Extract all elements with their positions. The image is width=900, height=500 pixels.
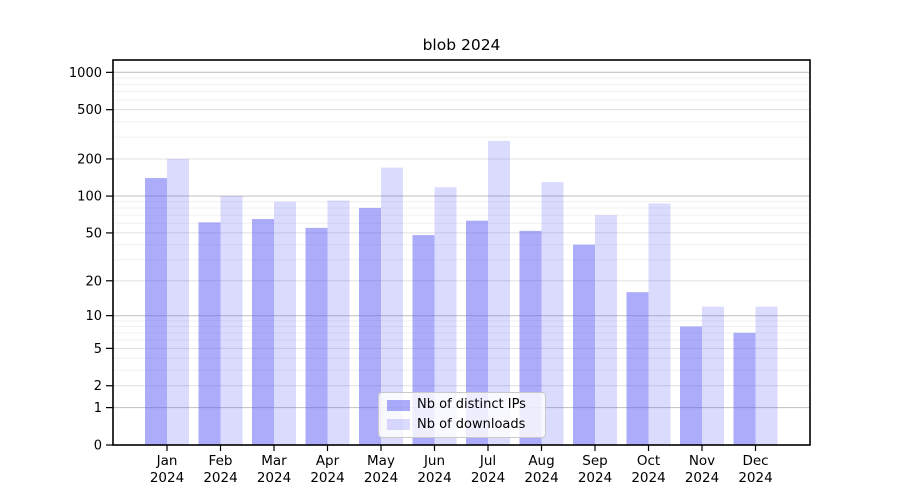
x-tick-year-aug: 2024	[524, 470, 558, 486]
bar-downloads-dec	[755, 306, 778, 445]
bar-downloads-feb	[220, 196, 243, 445]
bar-downloads-mar	[274, 201, 296, 445]
x-tick-year-mar: 2024	[257, 470, 291, 486]
bar-distinct-ips-may	[359, 207, 381, 445]
x-tick-label-jan: Jan	[156, 453, 178, 469]
x-tick-year-apr: 2024	[310, 470, 344, 486]
bar-distinct-ips-aug	[519, 230, 542, 445]
x-tick-year-feb: 2024	[203, 470, 237, 486]
bar-downloads-jul	[488, 140, 510, 446]
x-tick-year-jul: 2024	[471, 470, 505, 486]
x-tick-year-nov: 2024	[685, 470, 719, 486]
x-tick-year-may: 2024	[364, 470, 398, 486]
y-tick-label-5: 5	[94, 342, 102, 357]
bar-distinct-ips-feb	[198, 222, 221, 445]
chart-title: blob 2024	[422, 36, 501, 54]
legend-swatch-downloads	[387, 419, 410, 431]
legend-item-downloads: Nb of downloads	[387, 417, 537, 433]
y-tick-label-0: 0	[94, 439, 102, 454]
bar-downloads-may	[381, 167, 403, 446]
bar-downloads-apr	[327, 200, 350, 445]
bar-downloads-aug	[541, 182, 564, 445]
bar-distinct-ips-sep	[573, 244, 595, 445]
y-tick-label-200: 200	[77, 152, 102, 167]
x-tick-year-dec: 2024	[738, 470, 772, 486]
x-tick-label-sep: Sep	[582, 453, 607, 469]
y-tick-label-1000: 1000	[69, 66, 102, 81]
y-tick-label-1: 1	[94, 401, 102, 416]
bar-distinct-ips-dec	[733, 332, 756, 445]
bar-distinct-ips-oct	[626, 292, 649, 445]
bar-downloads-jan	[167, 158, 189, 445]
legend-item-distinct-ips: Nb of distinct IPs	[387, 397, 537, 413]
bar-distinct-ips-jan	[145, 178, 167, 445]
legend-swatch-distinct-ips	[387, 399, 410, 411]
bar-downloads-sep	[595, 215, 617, 445]
x-tick-label-nov: Nov	[689, 453, 715, 469]
bar-distinct-ips-apr	[305, 227, 328, 445]
x-tick-label-may: May	[367, 453, 395, 469]
bar-distinct-ips-jul	[466, 220, 488, 445]
legend-label-distinct-ips: Nb of distinct IPs	[417, 397, 526, 413]
x-tick-year-sep: 2024	[578, 470, 612, 486]
bar-downloads-jun	[434, 187, 457, 445]
x-tick-label-jun: Jun	[423, 453, 445, 469]
x-tick-label-jul: Jul	[479, 453, 496, 469]
y-tick-label-2: 2	[94, 379, 102, 394]
y-tick-label-500: 500	[77, 103, 102, 118]
y-tick-label-20: 20	[85, 274, 102, 289]
x-tick-year-oct: 2024	[631, 470, 665, 486]
y-tick-label-10: 10	[85, 309, 102, 324]
x-tick-label-aug: Aug	[528, 453, 554, 469]
y-tick-label-100: 100	[77, 190, 102, 205]
x-tick-label-apr: Apr	[316, 453, 340, 469]
x-tick-label-feb: Feb	[209, 453, 233, 469]
x-tick-label-mar: Mar	[261, 453, 287, 469]
bar-distinct-ips-mar	[252, 219, 274, 445]
bar-distinct-ips-nov	[680, 326, 702, 445]
legend-label-downloads: Nb of downloads	[417, 417, 526, 432]
x-tick-label-oct: Oct	[637, 453, 660, 469]
plot-border	[112, 59, 811, 446]
legend: Nb of distinct IPs Nb of downloads	[378, 392, 546, 438]
bar-downloads-nov	[702, 306, 724, 445]
x-tick-year-jun: 2024	[417, 470, 451, 486]
x-tick-label-dec: Dec	[742, 453, 768, 469]
y-tick-label-50: 50	[85, 226, 102, 241]
x-tick-year-jan: 2024	[150, 470, 184, 486]
bar-downloads-oct	[648, 203, 671, 445]
